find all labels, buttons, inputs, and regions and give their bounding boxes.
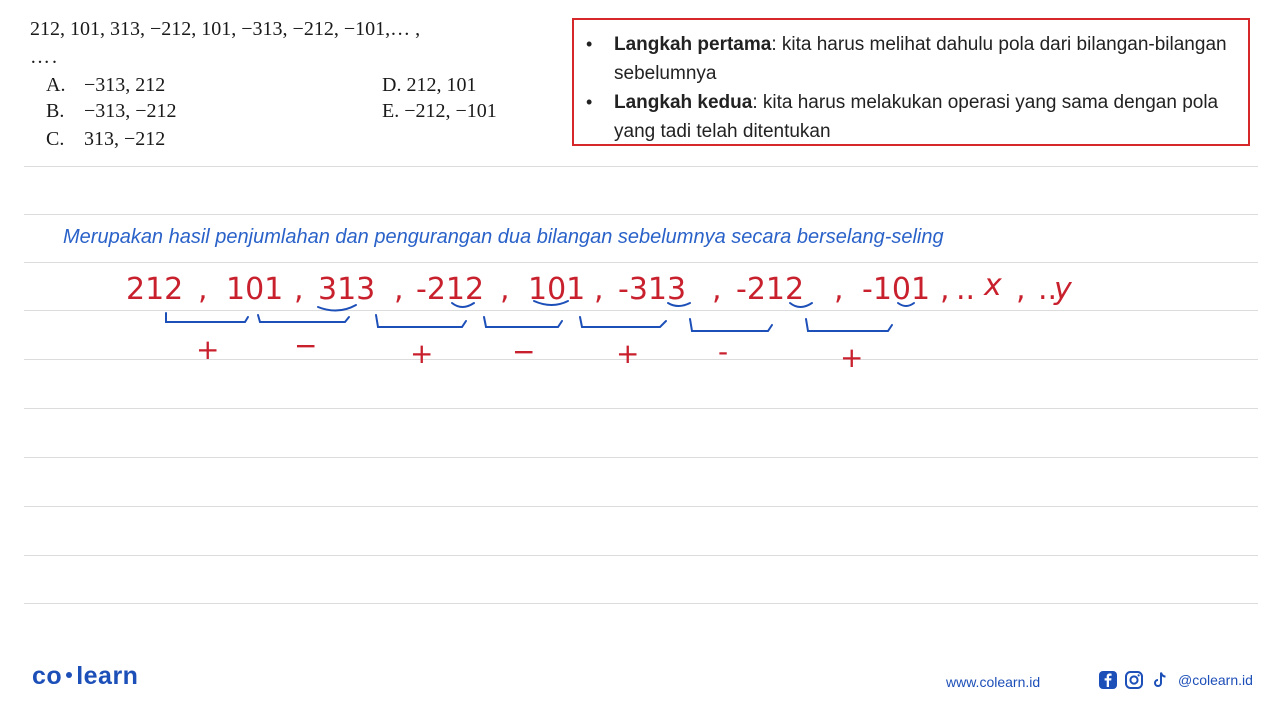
hw-operation: + (616, 337, 639, 370)
ruled-line (24, 310, 1258, 311)
hw-comma: , (1016, 272, 1026, 307)
bullet-icon: • (586, 92, 593, 112)
hw-unknown-y: y (1053, 272, 1073, 307)
instagram-icon[interactable] (1124, 670, 1144, 690)
hw-comma: , (712, 272, 722, 307)
social-links: @colearn.id (1098, 670, 1253, 690)
brace-mark (689, 318, 773, 332)
option-d[interactable]: D. 212, 101 (382, 74, 476, 97)
hint-text: : kita harus melakukan operasi yang sama… (614, 92, 1219, 142)
option-value: −313, −212 (84, 100, 177, 122)
hint-title: Langkah kedua (614, 92, 753, 113)
ruled-line (24, 359, 1258, 360)
hw-comma: , (500, 272, 510, 307)
logo-dot-icon (66, 672, 73, 679)
tilde-mark (789, 302, 813, 308)
hw-operation: − (512, 335, 535, 368)
tilde-mark (533, 300, 569, 306)
brace-mark (579, 316, 667, 328)
brace-mark (805, 318, 893, 332)
tiktok-icon[interactable] (1150, 670, 1170, 690)
colearn-logo[interactable]: co learn (32, 662, 138, 691)
hw-unknown-x: x (983, 268, 1002, 303)
social-handle[interactable]: @colearn.id (1178, 672, 1253, 688)
hint-title: Langkah pertama (614, 34, 772, 55)
handwritten-working: 212 , 101 , 313 , -212 , 101 , -313 , -2… (126, 268, 1073, 374)
ruled-line (24, 457, 1258, 458)
ruled-line (24, 506, 1258, 507)
bullet-icon: • (586, 34, 593, 54)
option-b[interactable]: B. −313, −212 (46, 100, 177, 123)
hw-operation: + (410, 337, 433, 370)
hw-comma: , (940, 272, 950, 307)
explanation-text: Merupakan hasil penjumlahan dan penguran… (63, 226, 944, 248)
option-e[interactable]: E. −212, −101 (382, 100, 497, 123)
brace-mark (375, 314, 467, 328)
ruled-line (24, 555, 1258, 556)
hw-number: -212 (736, 272, 804, 307)
tilde-mark (667, 302, 691, 307)
hw-comma: , (198, 272, 208, 307)
brace-mark (257, 314, 350, 323)
option-label: E. (382, 100, 400, 122)
hw-number: 212 (126, 272, 183, 307)
hw-operation: + (196, 333, 219, 366)
logo-text-right: learn (76, 662, 139, 690)
option-value: −313, 212 (84, 74, 166, 96)
tilde-mark (897, 302, 915, 307)
hw-operation: + (840, 341, 863, 374)
facebook-icon[interactable] (1098, 670, 1118, 690)
hw-number: -101 (862, 272, 930, 307)
option-a[interactable]: A. −313, 212 (46, 74, 165, 97)
hw-comma: , (594, 272, 604, 307)
tilde-mark (317, 304, 357, 312)
option-label: C. (46, 128, 65, 150)
hw-comma: , (394, 272, 404, 307)
option-value: −212, −101 (404, 100, 497, 122)
option-c[interactable]: C. 313, −212 (46, 128, 165, 151)
ruled-line (24, 603, 1258, 604)
question-blank: …. (30, 46, 59, 68)
hw-number: -212 (416, 272, 484, 307)
logo-text-left: co (32, 662, 63, 690)
ruled-line (24, 262, 1258, 263)
brace-mark (165, 312, 249, 323)
hw-comma: , (834, 272, 844, 307)
ruled-line (24, 408, 1258, 409)
hw-dots: .. (1038, 272, 1057, 307)
option-label: A. (46, 74, 66, 96)
option-label: B. (46, 100, 65, 122)
hint-step-2: • Langkah kedua: kita harus melakukan op… (586, 88, 1234, 146)
option-label: D. (382, 74, 402, 96)
hw-number: 101 (226, 272, 283, 307)
hint-text: : kita harus melihat dahulu pola dari bi… (614, 34, 1227, 84)
hw-number: 101 (528, 272, 585, 307)
hint-step-1: • Langkah pertama: kita harus melihat da… (586, 30, 1234, 88)
question-sequence: 212, 101, 313, −212, 101, −313, −212, −1… (30, 18, 421, 40)
ruled-line (24, 166, 1258, 167)
hw-number: -313 (618, 272, 686, 307)
brace-mark (483, 316, 563, 328)
hw-number: 313 (318, 272, 375, 307)
ruled-line (24, 214, 1258, 215)
website-link[interactable]: www.colearn.id (946, 674, 1041, 690)
hint-box: • Langkah pertama: kita harus melihat da… (572, 18, 1250, 146)
hw-comma: , (294, 272, 304, 307)
tilde-mark (451, 302, 475, 308)
hw-dots: .. (956, 272, 975, 307)
option-value: 313, −212 (84, 128, 166, 150)
hw-operation: - (718, 335, 728, 368)
hw-operation: − (294, 329, 317, 362)
option-value: 212, 101 (406, 74, 477, 96)
